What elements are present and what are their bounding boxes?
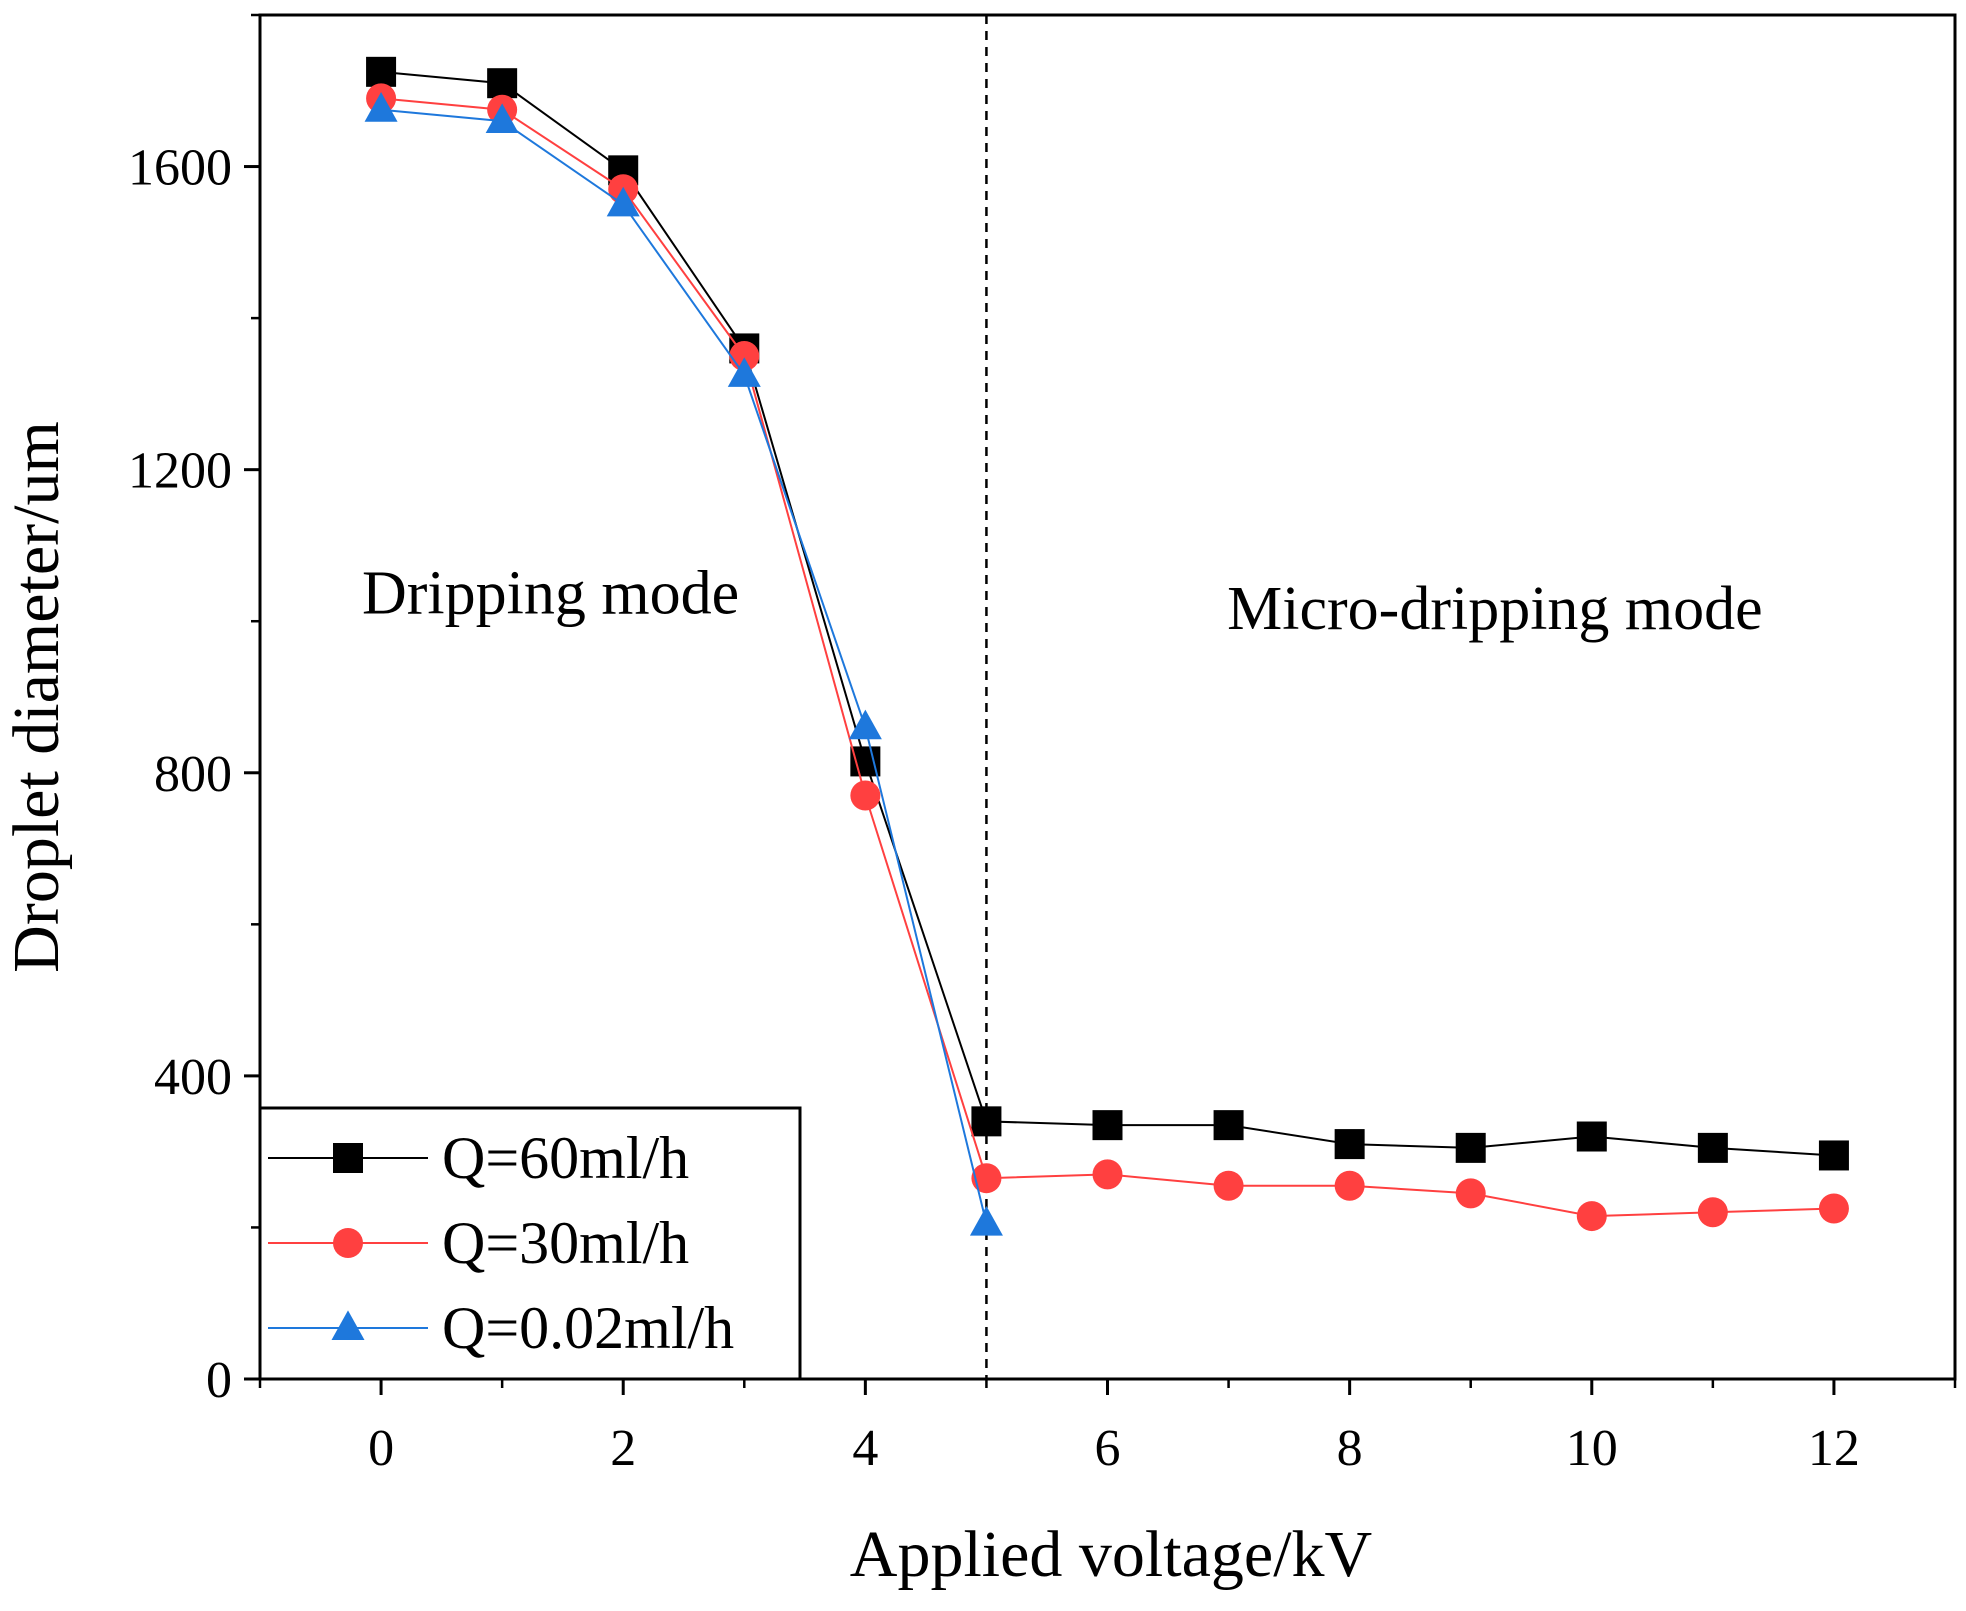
data-point [1334, 1170, 1365, 1201]
plot-frame [258, 13, 1957, 1381]
annotations: Dripping mode Micro-dripping mode [362, 560, 1763, 643]
series-line [380, 108, 988, 1224]
annotation-text: Micro-dripping mode [1227, 575, 1763, 643]
data-point [606, 186, 640, 217]
data-point [1455, 1132, 1486, 1163]
x-tick-label: 0 [368, 1420, 394, 1477]
legend-marker [331, 1310, 365, 1340]
data-point [850, 780, 881, 811]
data-point [1213, 1110, 1244, 1141]
data-point [971, 1163, 1002, 1194]
data-point [1697, 1132, 1728, 1163]
y-tick-label: 1200 [128, 443, 232, 500]
legend-marker [333, 1143, 363, 1173]
data-point [727, 357, 761, 387]
series-1 [366, 83, 1849, 1232]
series-layer [364, 56, 1849, 1236]
data-point [364, 92, 398, 122]
x-tick-label: 4 [852, 1420, 878, 1477]
data-point [971, 1106, 1002, 1137]
legend-label: Q=30ml/h [442, 1210, 689, 1276]
x-tick-label: 10 [1566, 1420, 1618, 1477]
y-tick-label: 1600 [128, 140, 232, 197]
x-tick-label: 2 [610, 1420, 636, 1477]
y-axis-title: Droplet diameter/um [0, 421, 73, 973]
data-point [1092, 1110, 1123, 1141]
axis-ticks: 0 2 4 6 8 10 12 0 400 800 1200 1600 [128, 13, 1957, 1477]
y-tick-label: 800 [154, 746, 232, 803]
legend-label: Q=60ml/h [442, 1125, 689, 1191]
x-tick-label: 12 [1808, 1420, 1860, 1477]
legend-marker [333, 1228, 363, 1258]
data-point [1576, 1121, 1607, 1152]
data-point [848, 709, 882, 740]
x-tick-label: 8 [1337, 1420, 1363, 1477]
data-point [1455, 1178, 1486, 1209]
data-point [366, 56, 397, 87]
series-2 [364, 92, 1003, 1236]
data-point [969, 1205, 1003, 1236]
data-point [1697, 1197, 1728, 1228]
data-point [1576, 1201, 1607, 1232]
data-point [1818, 1193, 1849, 1224]
data-point [1334, 1129, 1365, 1160]
legend: Q=60ml/h Q=30ml/h Q=0.02ml/h [258, 1106, 802, 1381]
x-axis-title: Applied voltage/kV [850, 1518, 1372, 1591]
annotation-text: Dripping mode [362, 560, 739, 628]
data-point [1092, 1159, 1123, 1190]
data-point [487, 68, 518, 99]
data-point [1213, 1170, 1244, 1201]
series-line [380, 97, 1834, 1218]
data-point [1818, 1140, 1849, 1171]
x-tick-label: 6 [1095, 1420, 1121, 1477]
y-tick-label: 0 [206, 1352, 232, 1409]
data-point [485, 103, 519, 134]
y-tick-label: 400 [154, 1049, 232, 1106]
legend-label: Q=0.02ml/h [442, 1295, 734, 1361]
